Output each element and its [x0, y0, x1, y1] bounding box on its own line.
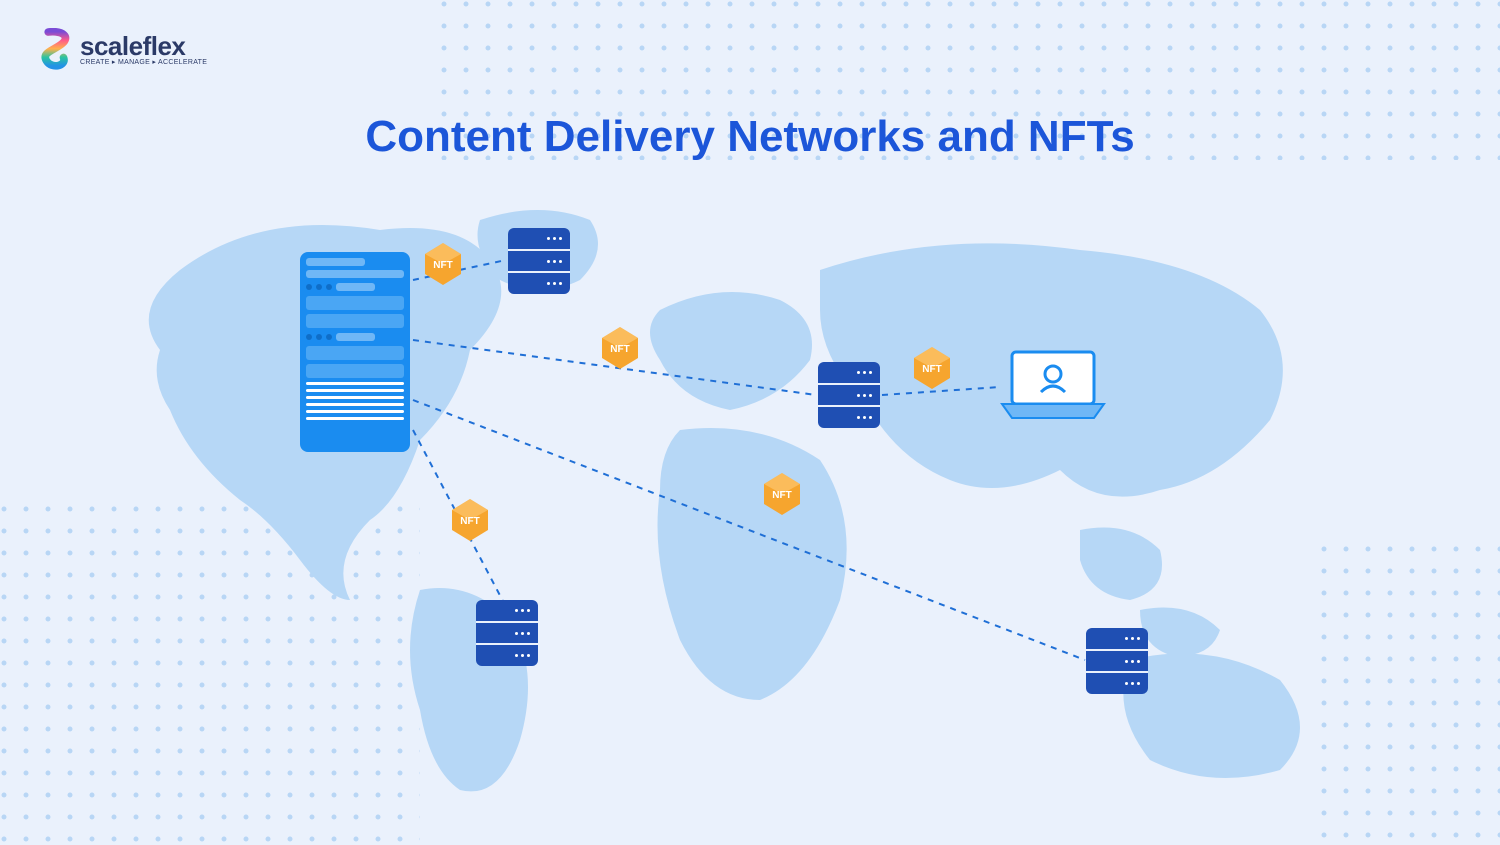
logo-name: scaleflex [80, 33, 207, 59]
nft-badge: NFT [423, 242, 463, 286]
svg-text:NFT: NFT [460, 516, 479, 527]
user-laptop-icon [998, 348, 1108, 420]
edge-server-au [1086, 628, 1148, 694]
svg-text:NFT: NFT [433, 260, 452, 271]
svg-text:NFT: NFT [772, 490, 791, 501]
brand-logo: scaleflex CREATE ▸ MANAGE ▸ ACCELERATE [38, 28, 207, 70]
infographic-canvas: scaleflex CREATE ▸ MANAGE ▸ ACCELERATE C… [0, 0, 1500, 845]
nft-badge: NFT [762, 472, 802, 516]
nft-badge: NFT [600, 326, 640, 370]
logo-mark-icon [38, 28, 72, 70]
edge-server-eu-central [818, 362, 880, 428]
svg-text:NFT: NFT [922, 364, 941, 375]
page-title: Content Delivery Networks and NFTs [0, 112, 1500, 162]
origin-server-icon [300, 252, 410, 452]
logo-tagline: CREATE ▸ MANAGE ▸ ACCELERATE [80, 59, 207, 66]
svg-text:NFT: NFT [610, 344, 629, 355]
nft-badge: NFT [912, 346, 952, 390]
edge-server-sa [476, 600, 538, 666]
edge-server-eu-north [508, 228, 570, 294]
nft-badge: NFT [450, 498, 490, 542]
